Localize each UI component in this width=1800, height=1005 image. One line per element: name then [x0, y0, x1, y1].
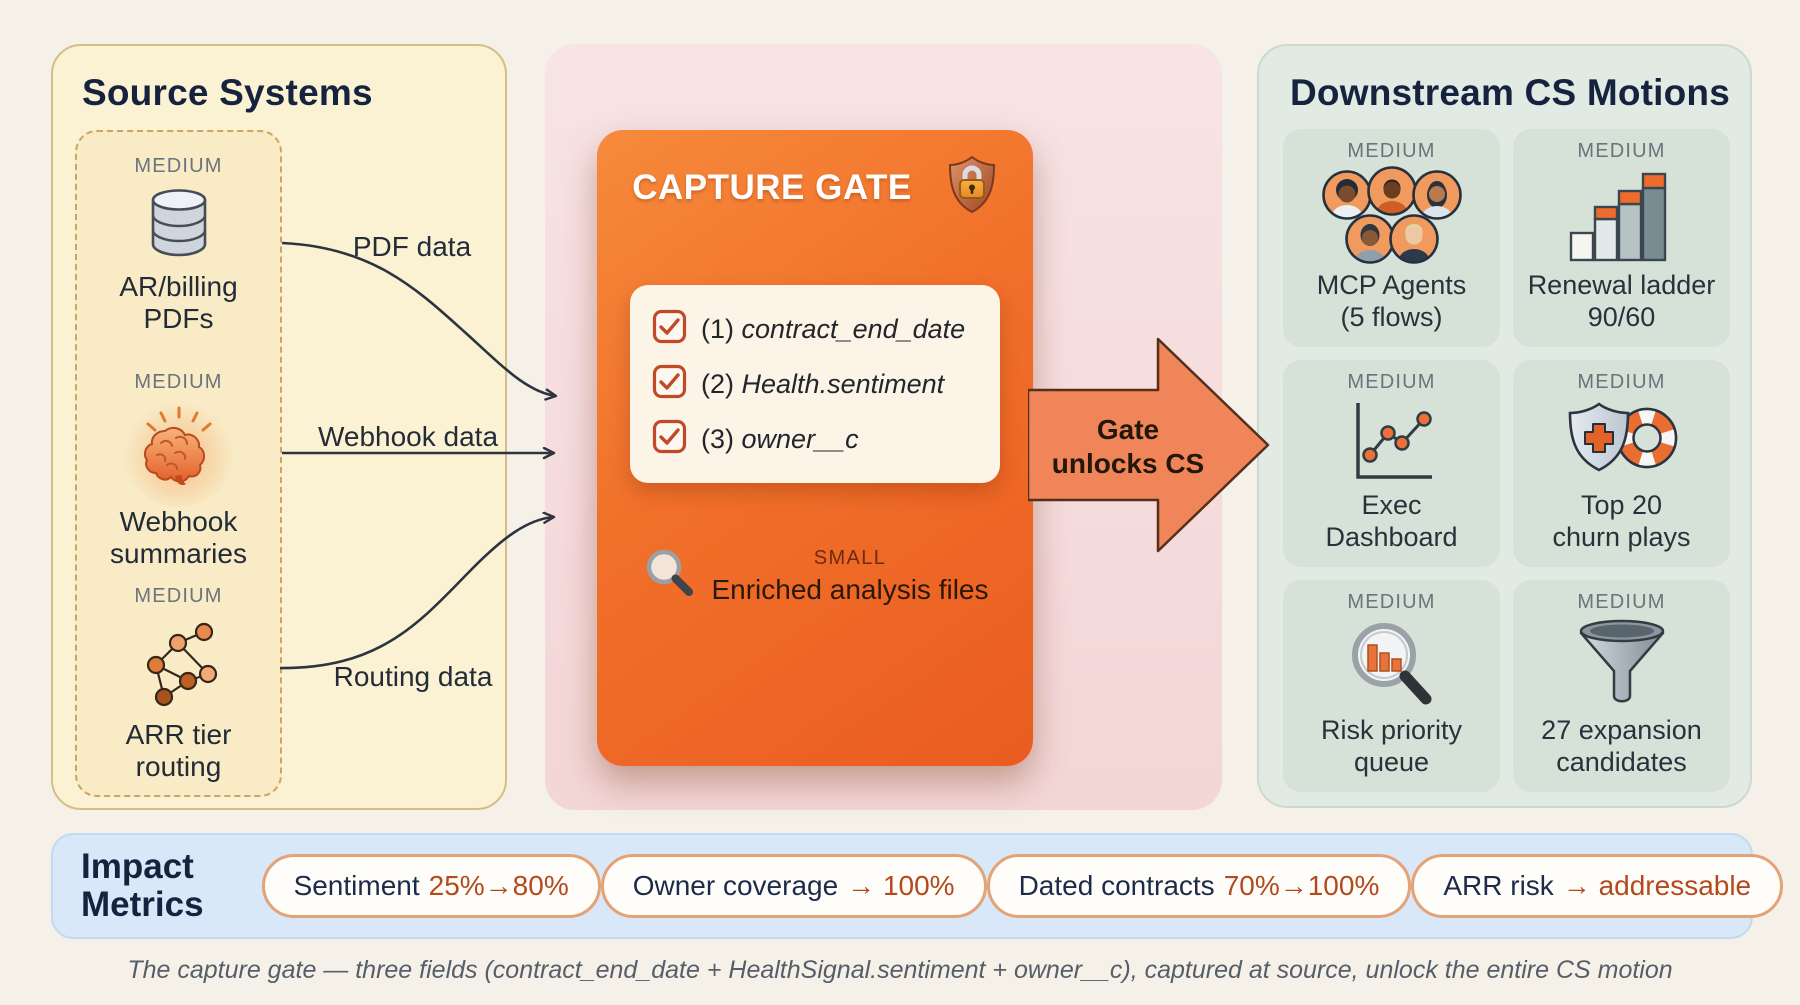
source-systems-title: Source Systems — [82, 72, 373, 113]
line-chart-icon — [1340, 394, 1444, 489]
funnel-icon — [1571, 614, 1673, 714]
card-expansion-candidates: MEDIUM 27 expansion — [1513, 580, 1730, 792]
medium-tag: MEDIUM — [134, 155, 223, 177]
gate-field-row: (3) owner__c — [652, 419, 978, 459]
capture-gate-title: CAPTURE GATE — [632, 167, 912, 207]
magnifier-icon — [641, 545, 699, 608]
downstream-panel: Downstream CS Motions MEDIUM — [1257, 44, 1752, 808]
database-icon — [146, 187, 212, 264]
card-label: Top 20 churn plays — [1552, 490, 1691, 552]
gate-output-text: SMALL Enriched analysis files — [711, 547, 988, 606]
pill-owner-coverage: Owner coverage → 100% — [600, 854, 987, 918]
card-label: 27 expansion candidates — [1541, 715, 1702, 777]
shield-lifebuoy-icon — [1559, 394, 1685, 489]
medium-tag: MEDIUM — [1577, 371, 1666, 393]
card-label: Risk priority queue — [1320, 715, 1462, 777]
connector-label-pdf: PDF data — [352, 231, 472, 262]
medium-tag: MEDIUM — [1347, 371, 1436, 393]
downstream-title: Downstream CS Motions — [1290, 72, 1731, 113]
source-systems-panel: Source Systems MEDIUM AR/billing PDFs — [51, 44, 507, 810]
card-exec-dashboard: MEDIUM Exec Dashboard — [1283, 360, 1500, 567]
checkbox-checked-icon — [652, 309, 687, 349]
card-risk-queue: MEDIUM Risk priority — [1283, 580, 1500, 792]
source-systems-group: MEDIUM AR/billing PDFs MEDIUM — [75, 130, 282, 797]
checkbox-checked-icon — [652, 419, 687, 459]
medium-tag: MEDIUM — [1577, 591, 1666, 613]
gate-field-row: (1) contract_end_date — [652, 309, 978, 349]
gate-unlocks-arrow — [1028, 337, 1270, 553]
medium-tag: MEDIUM — [1347, 591, 1436, 613]
medium-tag: MEDIUM — [1347, 140, 1436, 162]
brain-icon — [122, 395, 235, 507]
connector-label-routing: Routing data — [333, 661, 493, 692]
card-label: Renewal ladder 90/60 — [1527, 270, 1716, 332]
medium-tag: MEDIUM — [1577, 140, 1666, 162]
magnifier-bars-icon — [1342, 614, 1442, 714]
small-tag: SMALL — [813, 547, 887, 569]
card-churn-plays: MEDIUM — [1513, 360, 1730, 567]
step-bars-icon — [1566, 163, 1678, 269]
gate-field-row: (2) Health.sentiment — [652, 364, 978, 404]
card-label: MCP Agents (5 flows) — [1316, 270, 1467, 332]
pill-sentiment: Sentiment 25%→80% — [261, 854, 601, 918]
connector-label-webhook: Webhook data — [317, 421, 499, 452]
shield-lock-icon — [946, 154, 998, 221]
gate-unlocks-label: Gate unlocks CS — [1051, 414, 1205, 479]
gate-field-checklist: (1) contract_end_date (2) Health.sentime… — [630, 285, 1000, 483]
network-graph-icon — [138, 617, 220, 712]
impact-pills: Sentiment 25%→80% Owner coverage → 100% … — [261, 854, 1784, 918]
medium-tag: MEDIUM — [134, 585, 223, 607]
gate-field-text: (3) owner__c — [701, 423, 859, 454]
gate-output-label: Enriched analysis files — [711, 574, 989, 605]
medium-tag: MEDIUM — [134, 371, 223, 393]
source-item-arr-routing: MEDIUM — [77, 584, 280, 783]
downstream-grid: MEDIUM — [1283, 129, 1730, 792]
source-item-webhook: MEDIUM — [77, 370, 280, 570]
source-item-label: ARR tier routing — [125, 719, 232, 782]
impact-metrics-bar: Impact Metrics Sentiment 25%→80% Owner c… — [51, 833, 1784, 939]
gate-field-text: (2) Health.sentiment — [701, 368, 945, 399]
card-mcp-agents: MEDIUM — [1283, 129, 1500, 347]
impact-metrics-title: Impact Metrics — [81, 847, 204, 924]
source-item-label: AR/billing PDFs — [119, 271, 238, 334]
card-label: Exec Dashboard — [1325, 490, 1458, 552]
gate-output: SMALL Enriched analysis files — [597, 545, 1033, 608]
source-item-ar-billing: MEDIUM AR/billing PDFs — [77, 154, 280, 335]
card-renewal-ladder: MEDIUM Ren — [1513, 129, 1730, 347]
pill-dated-contracts: Dated contracts 70%→100% — [986, 854, 1412, 918]
capture-gate-card: CAPTURE GATE — [597, 130, 1033, 766]
caption: The capture gate — three fields (contrac… — [127, 956, 1673, 984]
source-item-label: Webhook summaries — [110, 506, 247, 569]
pill-arr-risk: ARR risk → addressable — [1411, 854, 1784, 918]
checkbox-checked-icon — [652, 364, 687, 404]
capture-gate-header: CAPTURE GATE — [597, 130, 1033, 221]
gate-field-text: (1) contract_end_date — [701, 313, 966, 344]
agents-avatars-icon — [1313, 163, 1471, 269]
